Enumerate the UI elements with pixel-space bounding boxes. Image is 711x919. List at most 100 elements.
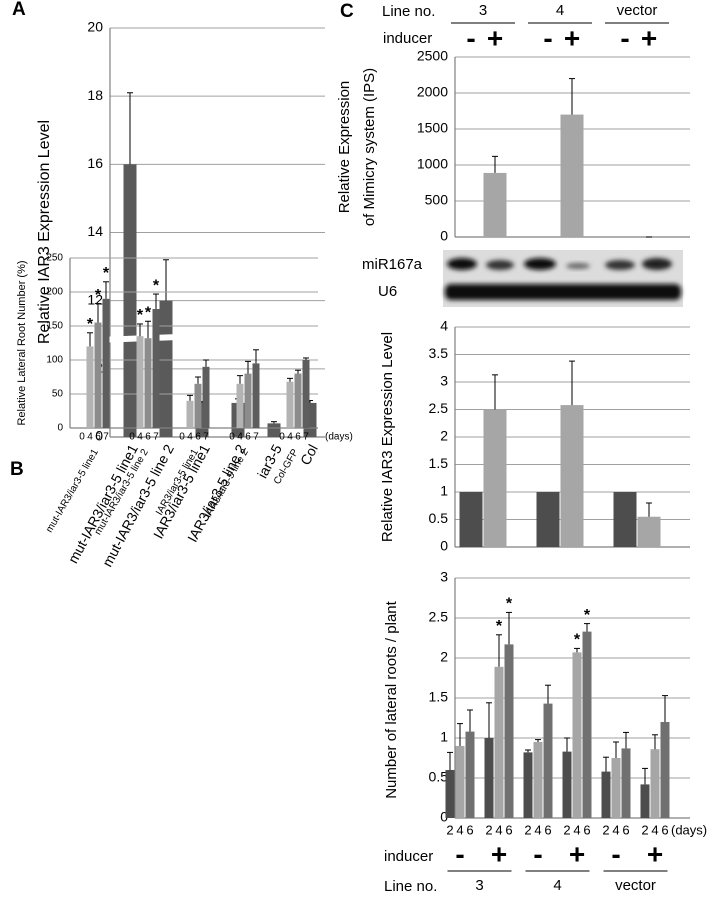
panel-label: C — [340, 1, 354, 22]
bar — [533, 742, 543, 818]
y-axis-label: Relative IAR3 Expression Level — [379, 332, 396, 542]
bar — [562, 751, 572, 818]
y-tick-label: 3.5 — [429, 345, 449, 361]
line-label: vector — [615, 877, 656, 894]
bar — [267, 423, 281, 437]
x-tick-label: 0 — [79, 432, 85, 443]
annotation: * — [95, 287, 102, 304]
y-axis-label: Relative Expression — [336, 81, 353, 214]
annotation: * — [87, 316, 94, 333]
y-tick-label: 1000 — [417, 156, 448, 172]
x-tick-label: 4 — [187, 432, 193, 443]
bar — [601, 771, 611, 818]
bar — [194, 383, 202, 428]
bar — [144, 338, 152, 428]
panel-label: A — [12, 0, 26, 20]
annotation: * — [506, 596, 513, 613]
y-tick-label: 0.5 — [429, 510, 449, 526]
bar — [102, 298, 110, 428]
blot-band — [605, 260, 635, 270]
y-axis-label: Number of lateral roots / plant — [383, 600, 400, 798]
bar — [640, 784, 650, 818]
bar — [483, 409, 507, 547]
annotation: * — [584, 607, 591, 624]
x-tick-label: 4 — [534, 822, 541, 837]
bar — [159, 300, 173, 437]
annotation: * — [496, 618, 503, 635]
x-tick-label: 6 — [466, 822, 473, 837]
annotation: * — [145, 304, 152, 321]
y-tick-label: 0 — [440, 809, 448, 825]
bar — [611, 758, 621, 818]
x-tick-label: 2 — [641, 822, 648, 837]
y-tick-label: 2 — [440, 428, 448, 444]
y-axis-label: of Mimicry system (IPS) — [361, 68, 378, 226]
bar — [286, 381, 294, 428]
bar — [483, 172, 507, 237]
x-tick-label: 4 — [456, 822, 463, 837]
bar — [543, 703, 553, 818]
y-tick-label: 1 — [440, 483, 448, 499]
x-tick-label: 4 — [87, 432, 93, 443]
line-label: 3 — [479, 2, 487, 19]
x-tick-label: 4 — [287, 432, 293, 443]
bar — [560, 114, 584, 237]
y-tick-label: 0 — [57, 423, 63, 434]
y-tick-label: 18 — [87, 87, 103, 103]
x-tick-label: 0 — [129, 432, 135, 443]
y-axis-label: Relative IAR3 Expression Level — [36, 120, 53, 344]
y-tick-label: 2.5 — [429, 609, 449, 625]
y-tick-label: 150 — [46, 321, 63, 332]
blot-label: miR167a — [362, 256, 423, 273]
x-tick-label: 4 — [612, 822, 619, 837]
y-tick-label: 2000 — [417, 84, 448, 100]
footer-label: inducer — [384, 848, 433, 865]
bar — [613, 492, 637, 547]
bar — [494, 666, 504, 818]
bar — [186, 400, 194, 428]
y-tick-label: 250 — [46, 253, 63, 264]
annotation: * — [153, 277, 160, 294]
x-tick-label: 7 — [303, 432, 309, 443]
x-tick-label: 6 — [245, 432, 251, 443]
bar — [152, 309, 160, 428]
x-tick-label: 7 — [203, 432, 209, 443]
y-tick-label: 100 — [46, 355, 63, 366]
x-tick-label: 7 — [103, 432, 109, 443]
y-tick-label: 1.5 — [429, 689, 449, 705]
x-unit: (days) — [325, 432, 353, 443]
annotation: * — [137, 307, 144, 324]
x-tick-label: 4 — [237, 432, 243, 443]
inducer-label: + — [487, 22, 503, 53]
bar — [136, 336, 144, 428]
y-tick-label: 4 — [440, 318, 448, 334]
bar — [484, 738, 494, 818]
line-label: 4 — [556, 2, 564, 19]
inducer-label: + — [641, 22, 657, 53]
x-tick-label: 6 — [544, 822, 551, 837]
x-tick-label: 0 — [229, 432, 235, 443]
y-tick-label: 1.5 — [429, 455, 449, 471]
x-tick-label: 2 — [485, 822, 492, 837]
x-tick-label: 0 — [279, 432, 285, 443]
y-tick-label: 2500 — [417, 48, 448, 64]
x-tick-label: 4 — [137, 432, 143, 443]
bar — [660, 722, 670, 818]
header-label: inducer — [383, 30, 432, 47]
x-tick-label: 2 — [602, 822, 609, 837]
inducer-label: - — [455, 838, 464, 869]
annotation: * — [103, 265, 110, 282]
bar — [202, 366, 210, 428]
bar — [650, 749, 660, 818]
inducer-label: - — [543, 22, 552, 53]
bar — [86, 346, 94, 428]
bar — [123, 164, 137, 438]
bar — [252, 363, 260, 428]
y-tick-label: 0 — [440, 228, 448, 244]
x-tick-label: Col — [297, 442, 321, 468]
y-tick-label: 2 — [440, 649, 448, 665]
x-tick-label: 0 — [179, 432, 185, 443]
x-tick-label: 2 — [563, 822, 570, 837]
blot-band — [447, 258, 477, 270]
bar — [621, 748, 631, 818]
